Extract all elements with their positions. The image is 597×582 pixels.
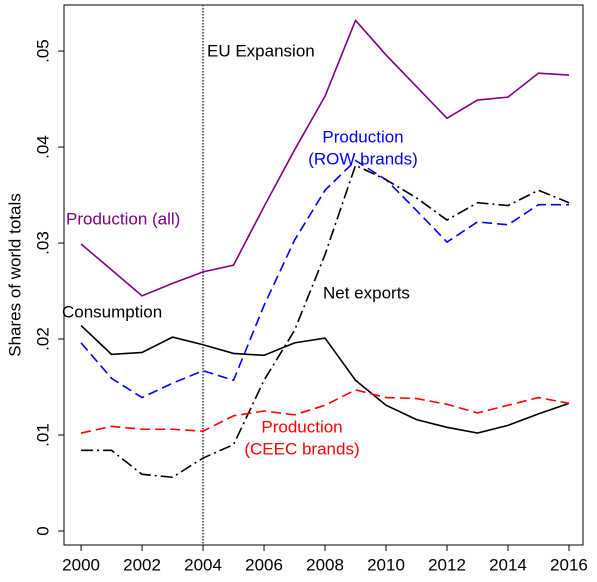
x-tick-label: 2012 [428, 555, 466, 574]
x-tick-label: 2016 [550, 555, 588, 574]
x-tick-label: 2010 [367, 555, 405, 574]
annotation: (CEEC brands) [244, 439, 359, 458]
y-axis-label: Shares of world totals [5, 193, 24, 356]
x-tick-label: 2000 [62, 555, 100, 574]
series-line [80, 18, 570, 297]
x-tick-label: 2008 [306, 555, 344, 574]
x-tick-label: 2002 [123, 555, 161, 574]
y-tick-label: .02 [33, 327, 52, 351]
y-tick-label: .01 [33, 423, 52, 447]
x-tick-label: 2006 [245, 555, 283, 574]
series-line [80, 159, 569, 399]
y-tick-label: 0 [33, 526, 52, 535]
annotation: Consumption [62, 302, 162, 321]
annotation: Production [322, 127, 403, 146]
annotation: Production (all) [66, 209, 180, 228]
annotation: Production [261, 417, 342, 436]
y-tick-label: .03 [33, 231, 52, 255]
x-tick-label: 2014 [489, 555, 527, 574]
plot-frame [63, 4, 584, 546]
y-tick-label: .05 [33, 39, 52, 63]
annotation: Net exports [323, 283, 410, 302]
x-tick-label: 2004 [184, 555, 222, 574]
annotation: (ROW brands) [308, 149, 418, 168]
annotation: EU Expansion [207, 41, 315, 60]
series-line [80, 325, 570, 434]
series-line [80, 389, 570, 434]
y-tick-label: .04 [33, 135, 52, 159]
series-line [81, 164, 570, 479]
